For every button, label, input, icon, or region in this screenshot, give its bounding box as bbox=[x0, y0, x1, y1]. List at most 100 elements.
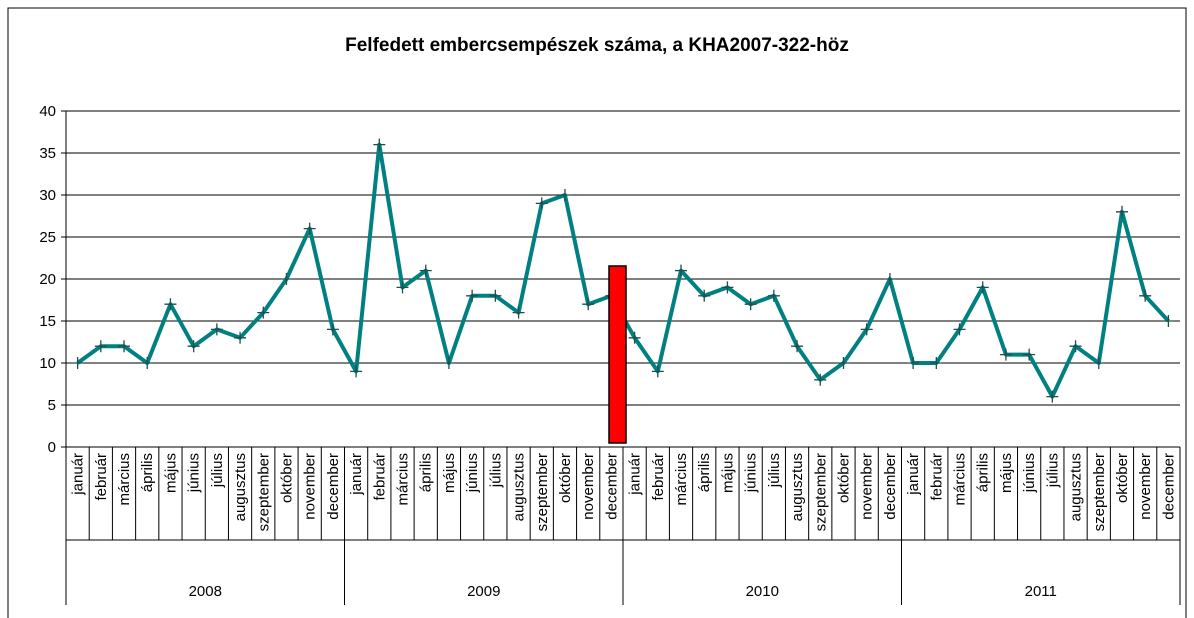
data-point bbox=[791, 340, 804, 353]
data-point bbox=[210, 323, 223, 336]
data-point bbox=[373, 138, 386, 151]
x-tick-label: június bbox=[1021, 453, 1038, 493]
x-tick-label: április bbox=[696, 453, 713, 492]
x-tick-label: július bbox=[766, 453, 783, 488]
data-point bbox=[837, 357, 850, 369]
x-tick-label: június bbox=[186, 453, 203, 493]
data-point bbox=[744, 298, 757, 311]
y-tick-label: 5 bbox=[48, 397, 56, 414]
x-tick-label: február bbox=[928, 453, 945, 501]
x-tick-label: október bbox=[557, 453, 574, 503]
data-point bbox=[419, 264, 432, 277]
data-point bbox=[396, 281, 409, 294]
x-tick-label: július bbox=[487, 453, 504, 488]
data-point bbox=[141, 357, 154, 369]
data-point bbox=[280, 273, 293, 285]
x-tick-label: augusztus bbox=[789, 453, 806, 521]
x-tick-label: augusztus bbox=[511, 453, 528, 521]
x-tick-label: március bbox=[952, 453, 969, 506]
x-tick-label: február bbox=[371, 453, 388, 501]
x-tick-label: április bbox=[139, 453, 156, 492]
y-tick-label: 10 bbox=[39, 355, 56, 372]
data-point bbox=[442, 357, 455, 369]
data-point bbox=[675, 264, 688, 277]
x-tick-label: március bbox=[116, 453, 133, 506]
data-point bbox=[466, 289, 479, 302]
x-tick-label: december bbox=[603, 453, 620, 520]
data-point bbox=[1069, 340, 1082, 353]
data-point bbox=[651, 365, 664, 378]
data-point bbox=[1023, 348, 1036, 361]
group-label: 2008 bbox=[189, 583, 222, 600]
data-point bbox=[907, 357, 920, 369]
y-tick-label: 0 bbox=[48, 439, 56, 456]
data-point bbox=[257, 306, 270, 319]
y-tick-label: 30 bbox=[39, 187, 56, 204]
data-point bbox=[930, 357, 943, 369]
x-tick-label: május bbox=[719, 453, 736, 493]
x-tick-label: június bbox=[464, 453, 481, 493]
x-tick-label: augusztus bbox=[232, 453, 249, 521]
x-tick-label: május bbox=[162, 453, 179, 493]
data-point bbox=[558, 189, 571, 201]
x-tick-label: január bbox=[627, 453, 644, 496]
y-tick-label: 35 bbox=[39, 145, 56, 162]
data-point bbox=[535, 197, 548, 210]
x-tick-label: január bbox=[348, 453, 365, 496]
data-point bbox=[512, 306, 525, 319]
x-tick-label: július bbox=[209, 453, 226, 488]
x-tick-label: november bbox=[580, 453, 597, 520]
x-tick-label: október bbox=[1114, 453, 1131, 503]
data-point bbox=[953, 323, 966, 336]
x-tick-label: január bbox=[70, 453, 87, 496]
x-tick-label: szeptember bbox=[812, 453, 829, 531]
y-tick-label: 40 bbox=[39, 103, 56, 120]
x-tick-label: április bbox=[418, 453, 435, 492]
x-tick-label: február bbox=[93, 453, 110, 501]
highlight-box bbox=[608, 265, 627, 444]
data-point bbox=[698, 289, 711, 302]
data-point bbox=[860, 323, 873, 336]
data-point bbox=[118, 340, 131, 353]
x-tick-label: október bbox=[835, 453, 852, 503]
x-tick-label: november bbox=[302, 453, 319, 520]
x-tick-label: március bbox=[395, 453, 412, 506]
x-tick-label: július bbox=[1044, 453, 1061, 488]
group-label: 2010 bbox=[746, 583, 779, 600]
data-point bbox=[721, 281, 734, 294]
group-label: 2011 bbox=[1025, 583, 1057, 600]
x-tick-label: március bbox=[673, 453, 690, 506]
x-tick-label: augusztus bbox=[1068, 453, 1085, 521]
y-tick-label: 15 bbox=[39, 313, 56, 330]
x-tick-label: május bbox=[441, 453, 458, 493]
data-point bbox=[1092, 357, 1105, 369]
data-point bbox=[814, 373, 827, 386]
x-tick-label: szeptember bbox=[534, 453, 551, 531]
data-point bbox=[303, 222, 316, 235]
data-point bbox=[1162, 315, 1175, 327]
x-tick-label: december bbox=[325, 453, 342, 520]
chart-frame bbox=[7, 7, 1187, 618]
x-tick-label: szeptember bbox=[1091, 453, 1108, 531]
data-point bbox=[582, 298, 595, 311]
x-tick-label: június bbox=[743, 453, 760, 493]
chart-title: Felfedett embercsempészek száma, a KHA20… bbox=[345, 35, 849, 56]
data-point bbox=[976, 281, 989, 294]
x-tick-label: május bbox=[998, 453, 1015, 493]
data-point bbox=[326, 323, 339, 336]
data-point bbox=[1046, 390, 1059, 403]
x-tick-label: november bbox=[859, 453, 876, 520]
data-point bbox=[234, 331, 247, 344]
data-point bbox=[350, 365, 363, 378]
x-tick-label: december bbox=[882, 453, 899, 520]
data-point bbox=[94, 340, 107, 353]
data-point bbox=[489, 289, 502, 302]
y-tick-label: 20 bbox=[39, 271, 56, 288]
data-point bbox=[1115, 205, 1128, 218]
x-tick-label: december bbox=[1160, 453, 1177, 520]
data-point bbox=[187, 340, 200, 353]
x-tick-label: október bbox=[278, 453, 295, 503]
y-tick-label: 25 bbox=[39, 229, 56, 246]
x-tick-label: november bbox=[1137, 453, 1154, 520]
x-tick-label: szeptember bbox=[255, 453, 272, 531]
